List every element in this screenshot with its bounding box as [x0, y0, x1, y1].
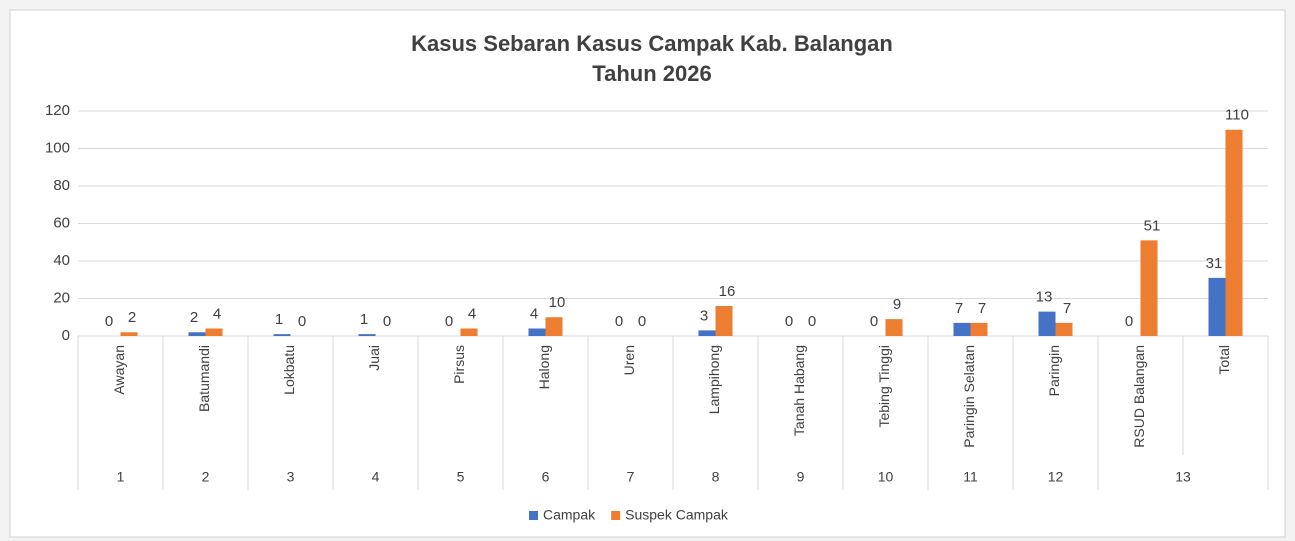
- data-label: 31: [1206, 255, 1223, 272]
- data-label: 7: [955, 300, 963, 317]
- bar: [120, 332, 138, 336]
- x-tick-label: Batumandi: [196, 345, 212, 412]
- bar: [273, 334, 291, 336]
- x-tick-label: Uren: [621, 345, 637, 375]
- group-label: 6: [542, 469, 550, 485]
- data-label: 0: [445, 313, 453, 330]
- bar: [545, 317, 563, 336]
- bar: [188, 332, 206, 336]
- x-tick-label: Awayan: [111, 345, 127, 395]
- group-label: 13: [1175, 469, 1191, 485]
- x-tick-label: Lampihong: [706, 345, 722, 414]
- bar: [358, 334, 376, 336]
- group-label: 4: [372, 469, 380, 485]
- data-label: 110: [1225, 107, 1249, 124]
- data-label: 0: [298, 313, 306, 330]
- data-label: 1: [360, 311, 368, 328]
- data-label: 7: [1063, 300, 1071, 317]
- data-label: 1: [275, 311, 283, 328]
- data-label: 0: [808, 313, 816, 330]
- legend-label: Suspek Campak: [625, 507, 729, 523]
- data-label: 13: [1036, 289, 1053, 306]
- x-tick-label: Paringin Selatan: [961, 345, 977, 448]
- x-tick-label: Total: [1216, 345, 1232, 375]
- data-label: 4: [468, 305, 476, 322]
- group-label: 1: [117, 469, 125, 485]
- legend-label: Campak: [543, 507, 596, 523]
- data-label: 3: [700, 307, 708, 324]
- group-label: 2: [202, 469, 210, 485]
- bar: [1140, 240, 1158, 336]
- data-label: 0: [1125, 313, 1133, 330]
- x-tick-label: RSUD Balangan: [1131, 345, 1147, 448]
- legend-swatch: [611, 511, 621, 520]
- data-label: 2: [190, 309, 198, 326]
- y-tick-label: 100: [45, 139, 70, 156]
- group-label: 12: [1048, 469, 1064, 485]
- x-tick-label: Paringin: [1046, 345, 1062, 396]
- group-label: 7: [627, 469, 635, 485]
- group-label: 11: [963, 469, 978, 485]
- bar: [1038, 311, 1056, 336]
- data-label: 51: [1144, 217, 1161, 234]
- y-tick-label: 120: [45, 102, 70, 119]
- group-label: 8: [712, 469, 720, 485]
- bar: [885, 319, 903, 336]
- y-tick-label: 0: [62, 327, 70, 344]
- data-label: 4: [213, 305, 221, 322]
- data-label: 16: [719, 283, 736, 300]
- y-tick-label: 60: [53, 214, 70, 231]
- data-label: 2: [128, 309, 136, 326]
- data-label: 0: [105, 313, 113, 330]
- group-label: 5: [457, 469, 465, 485]
- bar: [1208, 277, 1226, 336]
- x-tick-label: Juai: [366, 345, 382, 371]
- data-label: 9: [893, 296, 901, 313]
- group-label: 10: [878, 469, 894, 485]
- y-tick-label: 40: [53, 252, 70, 269]
- data-label: 7: [978, 300, 986, 317]
- chart-frame: [9, 9, 1286, 538]
- bar: [1055, 322, 1073, 336]
- x-tick-label: Pirsus: [451, 345, 467, 384]
- data-label: 4: [530, 305, 538, 322]
- bar: [953, 322, 971, 336]
- y-tick-label: 80: [53, 177, 70, 194]
- data-label: 0: [615, 313, 623, 330]
- x-tick-label: Halong: [536, 345, 552, 389]
- x-tick-label: Tebing Tinggi: [876, 345, 892, 428]
- group-label: 3: [287, 469, 295, 485]
- data-label: 0: [383, 313, 391, 330]
- chart-title: Tahun 2026: [592, 61, 711, 86]
- group-label: 9: [797, 469, 805, 485]
- chart-title: Kasus Sebaran Kasus Campak Kab. Balangan: [411, 31, 893, 56]
- legend-swatch: [529, 511, 538, 520]
- bar: [715, 306, 733, 336]
- data-label: 0: [785, 313, 793, 330]
- bar: [528, 328, 546, 336]
- bar: [1225, 129, 1243, 336]
- bar: [205, 328, 223, 336]
- x-tick-label: Lokbatu: [281, 345, 297, 395]
- y-tick-label: 20: [53, 289, 70, 306]
- bar: [970, 322, 988, 336]
- data-label: 0: [638, 313, 646, 330]
- data-label: 0: [870, 313, 878, 330]
- data-label: 10: [549, 294, 566, 311]
- bar: [698, 330, 716, 336]
- bar: [460, 328, 478, 336]
- x-tick-label: Tanah Habang: [791, 345, 807, 436]
